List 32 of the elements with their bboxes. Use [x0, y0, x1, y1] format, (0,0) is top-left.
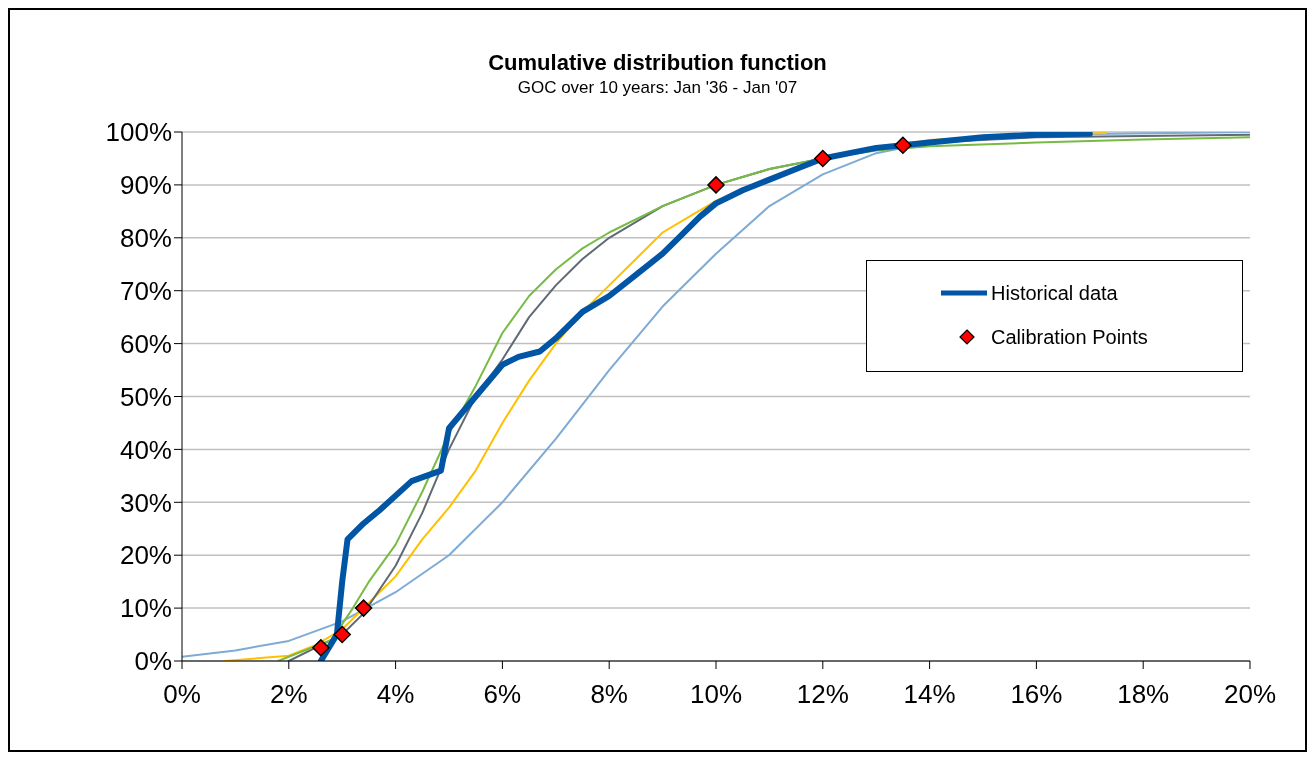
- y-tick-label: 50%: [119, 381, 172, 412]
- legend-label: Calibration Points: [991, 325, 1148, 349]
- legend-label: Historical data: [991, 281, 1118, 305]
- y-tick-label: 60%: [119, 328, 172, 359]
- y-tick-label: 40%: [119, 434, 172, 465]
- point: [333, 625, 351, 644]
- x-tick-label: 16%: [1010, 679, 1063, 710]
- x-tick-label: 0%: [163, 679, 201, 710]
- x-tick-label: 12%: [796, 679, 849, 710]
- y-tick-label: 10%: [119, 593, 172, 624]
- x-tick-label: 10%: [689, 679, 743, 710]
- point: [707, 176, 725, 194]
- y-tick-label: 0%: [134, 646, 172, 677]
- x-tick-label: 18%: [1117, 679, 1170, 710]
- y-tick-label: 100%: [105, 117, 172, 148]
- point: [894, 136, 912, 154]
- y-tick-label: 90%: [119, 170, 172, 201]
- x-tick-label: 20%: [1223, 679, 1277, 710]
- x-tick-label: 2%: [270, 679, 308, 710]
- x-tick-label: 8%: [590, 679, 628, 710]
- x-tick-label: 6%: [483, 679, 522, 710]
- point: [354, 599, 373, 617]
- y-tick-label: 30%: [119, 487, 172, 518]
- chart-title: Cumulative distribution function: [487, 50, 828, 76]
- y-tick-label: 20%: [119, 540, 172, 571]
- point: [312, 639, 330, 657]
- y-tick-label: 70%: [119, 275, 172, 306]
- x-tick-label: 4%: [376, 679, 415, 710]
- y-tick-label: 80%: [119, 223, 172, 254]
- chart-subtitle: GOC over 10 years: Jan '36 - Jan '07: [516, 78, 799, 98]
- point: [814, 149, 832, 168]
- x-tick-label: 14%: [903, 679, 956, 710]
